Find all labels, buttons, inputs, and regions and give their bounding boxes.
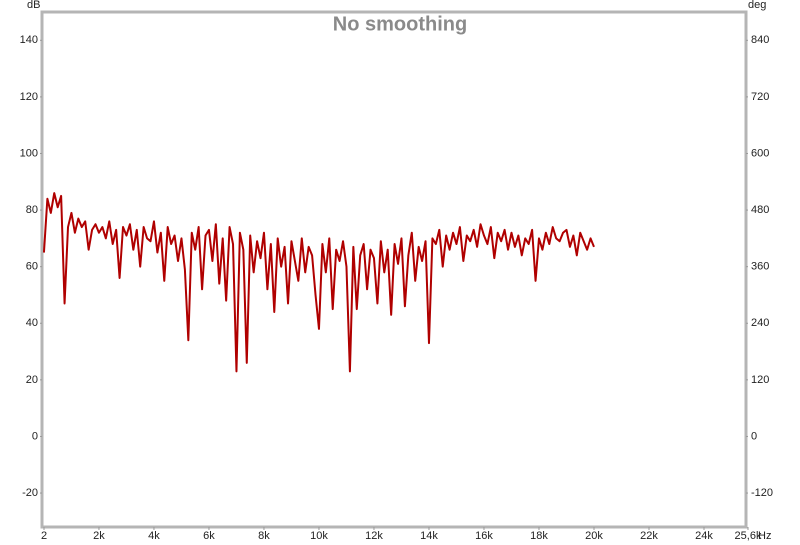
- y2-tick-label: -120: [751, 487, 773, 499]
- y-tick-label: 20: [26, 374, 38, 386]
- y2-tick-label: 840: [751, 34, 769, 46]
- y-tick-label: 120: [20, 91, 38, 103]
- x-tick-label: 22k: [640, 530, 658, 542]
- y-tick-label: -20: [22, 487, 38, 499]
- x-tick-label: 2k: [93, 530, 105, 542]
- y2-axis-label: deg: [748, 0, 766, 11]
- x-tick-label: 10k: [310, 530, 328, 542]
- x-tick-label: 14k: [420, 530, 438, 542]
- x-tick-label: 20k: [585, 530, 603, 542]
- y2-tick-label: 120: [751, 374, 769, 386]
- y-tick-label: 40: [26, 317, 38, 329]
- x-tick-label: 6k: [203, 530, 215, 542]
- x-tick-label: 25,6k: [735, 530, 762, 542]
- y-tick-label: 140: [20, 34, 38, 46]
- y-axis-label: dB: [27, 0, 40, 11]
- y2-tick-label: 0: [751, 430, 757, 442]
- x-unit-label: Hz: [758, 530, 771, 542]
- y-tick-label: 0: [32, 430, 38, 442]
- x-tick-label: 4k: [148, 530, 160, 542]
- y-tick-label: 60: [26, 261, 38, 273]
- y-tick-label: 80: [26, 204, 38, 216]
- x-tick-label: 2: [41, 530, 47, 542]
- x-tick-label: 8k: [258, 530, 270, 542]
- x-tick-label: 24k: [695, 530, 713, 542]
- response-line: [42, 192, 595, 373]
- chart-title: No smoothing: [333, 13, 467, 35]
- y2-tick-label: 720: [751, 91, 769, 103]
- y2-tick-label: 360: [751, 261, 769, 273]
- y2-tick-label: 240: [751, 317, 769, 329]
- x-tick-label: 18k: [530, 530, 548, 542]
- y-tick-label: 100: [20, 147, 38, 159]
- y2-tick-label: 600: [751, 147, 769, 159]
- x-tick-label: 16k: [475, 530, 493, 542]
- y2-tick-label: 480: [751, 204, 769, 216]
- x-tick-label: 12k: [365, 530, 383, 542]
